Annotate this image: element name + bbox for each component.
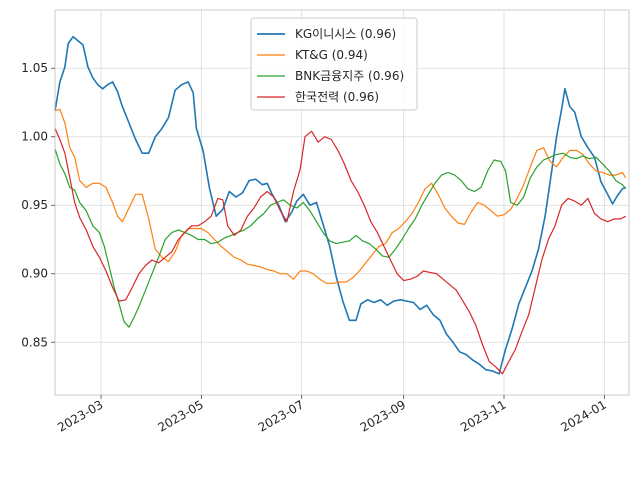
series-line-2 [54, 108, 627, 284]
x-tick-label: 2023-05 [155, 397, 205, 434]
legend-label-1: KG이니시스 (0.96) [295, 27, 396, 41]
series-line-1 [54, 35, 627, 375]
y-tick-label: 0.90 [21, 267, 48, 281]
plot-area-frame [54, 9, 630, 396]
legend-frame [250, 17, 418, 111]
x-tick-label: 2023-07 [256, 397, 306, 434]
y-tick-label: 1.05 [21, 61, 48, 75]
x-axis: 2023-03 2023-05 2023-07 2023-09 2023-11 2024-… [55, 395, 609, 435]
legend-label-3: BNK금융지주 (0.96) [295, 69, 404, 83]
x-tick-label: 2023-09 [358, 397, 408, 434]
x-tick-label: 2024-01 [558, 397, 608, 434]
series-line-3 [54, 148, 627, 328]
x-tick-label: 2023-03 [55, 397, 105, 434]
x-tick-label: 2023-11 [458, 397, 508, 434]
plot-series [54, 35, 627, 375]
legend-label-4: 한국전력 (0.96) [295, 90, 379, 104]
y-tick-label: 1.00 [21, 130, 48, 144]
series-line-4 [54, 128, 626, 375]
legend: KG이니시스 (0.96) KT&G (0.94) BNK금융지주 (0.96) 한국… [250, 17, 418, 111]
y-tick-label: 0.85 [21, 335, 48, 349]
y-tick-label: 0.95 [21, 198, 48, 212]
legend-label-2: KT&G (0.94) [295, 48, 368, 62]
y-axis: 0.85 0.90 0.95 1.00 1.05 [21, 61, 55, 349]
